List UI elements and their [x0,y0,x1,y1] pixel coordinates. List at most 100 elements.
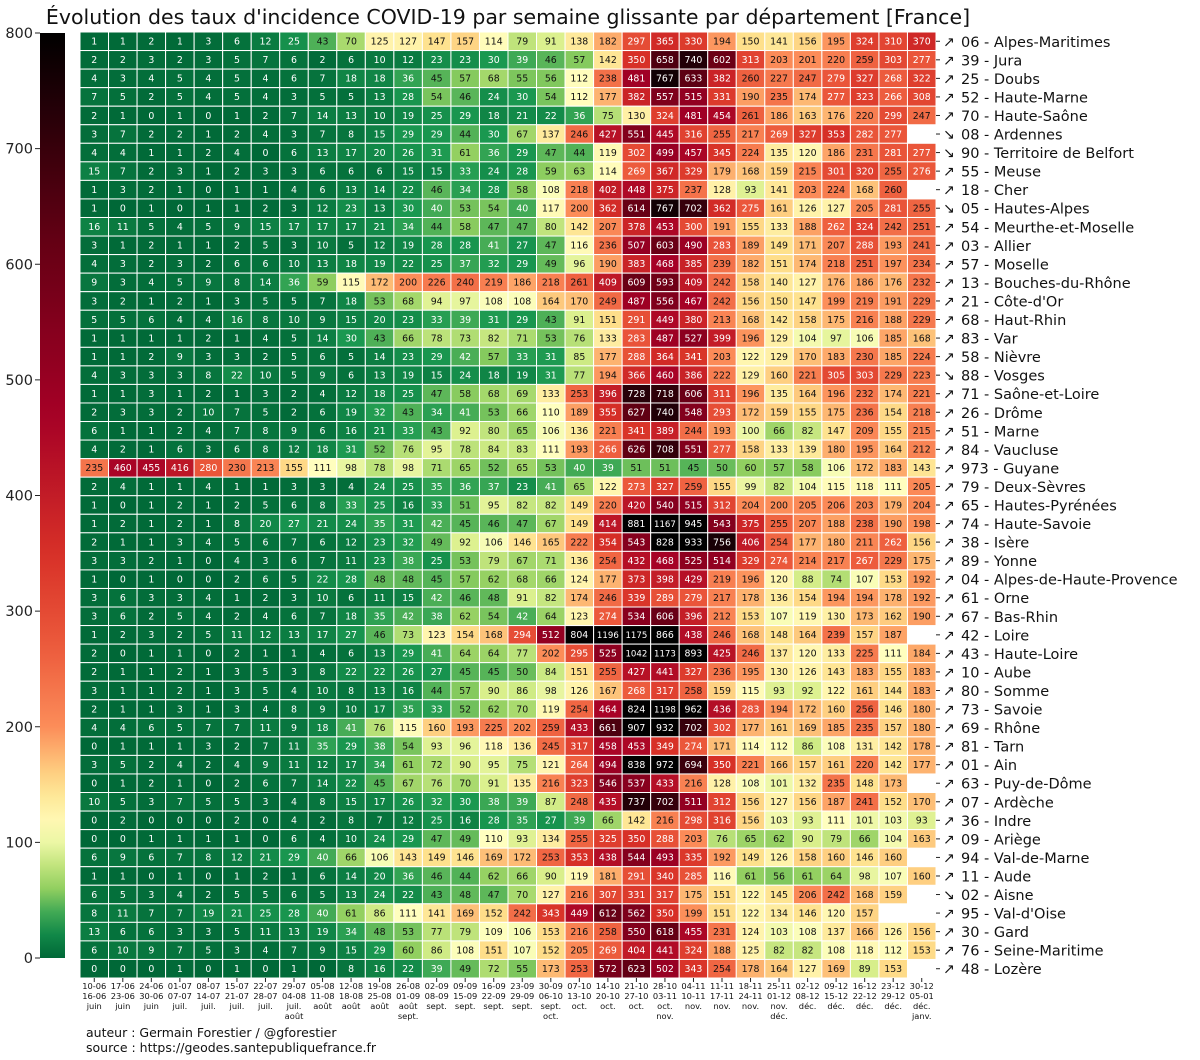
cell-value-label: 7 [262,55,268,66]
cell-value-label: 93 [802,816,814,827]
week-end-label: 08-12 [796,991,820,1001]
cell-value-label: 427 [599,129,617,140]
cell-value-label: 71 [431,463,443,474]
cell-value-label: 4 [177,760,183,771]
cell-value-label: 106 [513,927,531,938]
cell-value-label: 10 [374,111,386,122]
department-label: 39 - Jura [961,53,1022,69]
cell-value-label: 33 [516,352,528,363]
week-end-label: 22-12 [853,991,877,1001]
cell-value-label: 7 [120,129,126,140]
cell-value-label: 609 [627,278,645,289]
cell-value-label: 274 [685,741,703,752]
cell-value-label: 2 [91,667,97,678]
colorbar-tick-label: 300 [5,604,33,620]
cell-value-label: 160 [884,853,902,864]
cell-value-label: 13 [374,686,386,697]
cell-value-label: 255 [713,129,731,140]
cell-value-label: 143 [399,853,417,864]
cell-value-label: 0 [91,741,97,752]
cell-value-label: 1 [148,741,154,752]
cell-value-label: 34 [402,222,414,233]
cell-value-label: 216 [685,779,703,790]
cell-value-label: 100 [742,426,760,437]
cell-value-label: 396 [685,612,703,623]
cell-value-label: 22 [345,667,357,678]
cell-value-label: 230 [856,352,874,363]
cell-value-label: 3 [120,556,126,567]
cell-value-label: 324 [685,945,703,956]
cell-value-label: 14 [317,779,329,790]
cell-value-label: 159 [770,408,788,419]
cell-value-label: 1 [148,148,154,159]
cell-value-label: 481 [627,74,645,85]
cell-value-label: 107 [884,871,902,882]
cell-value-label: 2 [205,890,211,901]
cell-value-label: 128 [713,779,731,790]
cell-value-label: 21 [516,111,528,122]
cell-value-label: 0 [120,574,126,585]
cell-value-label: 2 [148,166,154,177]
cell-value-label: 186 [513,278,531,289]
week-start-label: 21-10 [624,981,648,991]
cell-value-label: 1 [234,482,240,493]
cell-value-label: 95 [488,500,500,511]
trend-arrow: ↗ [943,869,955,885]
cell-value-label: 130 [770,667,788,678]
cell-value-label: 133 [599,333,617,344]
cell-value-label: 362 [713,204,731,215]
cell-value-label: 25 [431,556,443,567]
week-end-label: 08-09 [425,991,449,1001]
cell-value-label: 118 [856,945,874,956]
cell-value-label: 112 [570,92,588,103]
cell-value-label: 2 [291,389,297,400]
cell-value-label: 54 [402,741,414,752]
cell-value-label: 24 [374,482,386,493]
department-label: 13 - Bouches-du-Rhône [961,276,1131,292]
cell-value-label: 163 [913,834,931,845]
cell-value-label: 893 [685,649,703,660]
cell-value-label: 95 [431,445,443,456]
cell-value-label: 13 [345,185,357,196]
cell-value-label: 881 [627,519,645,530]
cell-value-label: 78 [431,333,443,344]
cell-value-label: 13 [374,649,386,660]
cell-value-label: 10 [317,686,329,697]
cell-value-label: 33 [431,500,443,511]
cell-value-label: 1 [177,649,183,660]
cell-value-label: 4 [320,834,326,845]
week-end-label: 20-10 [596,991,620,1001]
cell-value-label: 255 [884,166,902,177]
cell-value-label: 219 [485,278,503,289]
cell-value-label: 556 [656,296,674,307]
cell-value-label: 172 [742,408,760,419]
cell-value-label: 198 [913,519,931,530]
cell-value-label: 205 [856,204,874,215]
cell-value-label: 200 [770,500,788,511]
cell-value-label: 237 [685,185,703,196]
cell-value-label: 3 [120,74,126,85]
trend-arrow: ↘ [943,888,955,904]
cell-value-label: 1 [148,649,154,660]
cell-value-label: 22 [545,111,557,122]
department-label: 58 - Nièvre [961,350,1041,366]
cell-value-label: 1 [205,834,211,845]
cell-value-label: 39 [573,816,585,827]
cell-value-label: 603 [656,241,674,252]
week-month-label: août [399,1001,418,1011]
cell-value-label: 67 [516,129,528,140]
cell-value-label: 34 [374,760,386,771]
cell-value-label: 7 [91,92,97,103]
cell-value-label: 123 [428,630,446,641]
cell-value-label: 6 [262,259,268,270]
cell-value-label: 168 [485,630,503,641]
cell-value-label: 18 [345,74,357,85]
week-end-label: 13-10 [567,991,591,1001]
cell-value-label: 155 [742,222,760,233]
cell-value-label: 28 [488,816,500,827]
cell-value-label: 130 [827,612,845,623]
cell-value-label: 5 [234,797,240,808]
cell-value-label: 167 [599,686,617,697]
cell-value-label: 212 [713,612,731,623]
cell-value-label: 828 [656,537,674,548]
